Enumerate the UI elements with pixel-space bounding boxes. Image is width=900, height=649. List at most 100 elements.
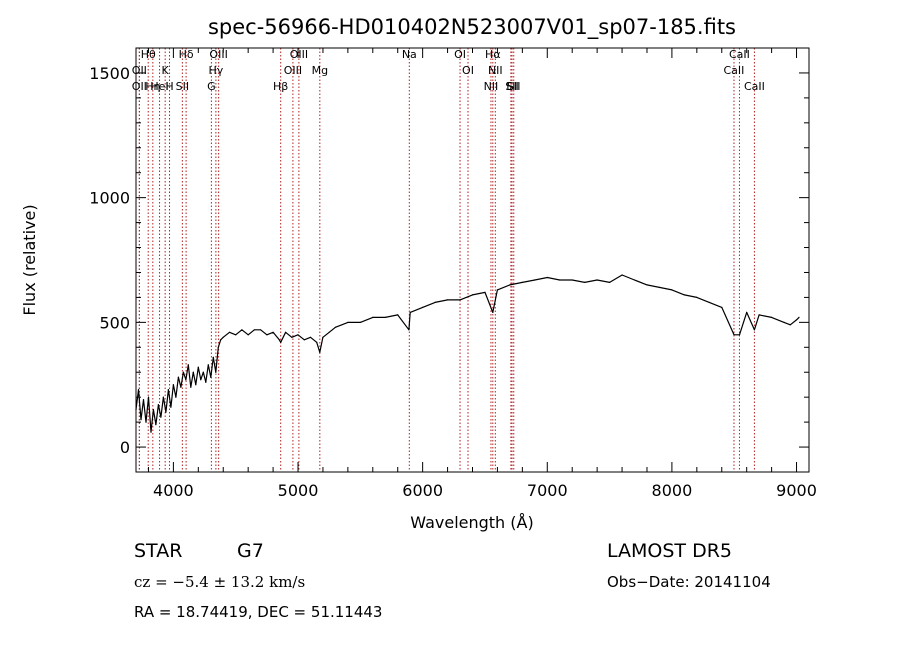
data-point-43 <box>272 331 274 333</box>
data-point-59 <box>384 316 386 318</box>
line-marker-labels: HθOIIHηOIIKHeIHHδSIIOIIIHγGOIIIOIIIHβMgN… <box>132 48 765 93</box>
marker-label-15: Mg <box>312 64 328 77</box>
data-point-18 <box>180 386 182 388</box>
data-point-41 <box>260 329 262 331</box>
marker-label-9: OIII <box>209 48 227 61</box>
data-point-10 <box>160 416 162 418</box>
data-point-93 <box>758 314 760 316</box>
data-point-9 <box>157 404 159 406</box>
data-point-12 <box>165 411 167 413</box>
coordinates: RA = 18.74419, DEC = 51.11443 <box>134 603 383 621</box>
data-point-40 <box>253 329 255 331</box>
marker-label-4: K <box>162 64 170 77</box>
marker-label-19: Hα <box>485 48 501 61</box>
marker-label-0: Hθ <box>141 48 156 61</box>
marker-label-23: Li <box>506 80 515 93</box>
marker-label-2: Hη <box>145 80 160 93</box>
axis-ticks <box>136 47 809 473</box>
data-point-76 <box>571 279 573 281</box>
data-point-53 <box>322 336 324 338</box>
data-point-52 <box>319 351 321 353</box>
data-point-73 <box>534 279 536 281</box>
data-point-90 <box>738 334 741 336</box>
y-tick-label-0: 0 <box>120 438 130 457</box>
data-point-7 <box>152 409 154 411</box>
data-point-63 <box>422 306 424 308</box>
data-point-47 <box>291 336 293 338</box>
marker-label-10: Hγ <box>208 64 223 77</box>
marker-label-12: OIII <box>290 48 308 61</box>
data-point-15 <box>172 384 174 386</box>
data-point-32 <box>215 371 217 373</box>
data-point-22 <box>190 386 192 388</box>
marker-label-13: OIII <box>284 64 302 77</box>
data-point-5 <box>147 396 150 398</box>
data-point-3 <box>142 399 145 401</box>
data-point-21 <box>187 364 189 366</box>
object-class: STAR <box>134 540 183 562</box>
data-point-94 <box>771 316 773 318</box>
data-point-98 <box>798 316 800 318</box>
line-markers <box>138 48 755 472</box>
x-tick-label-5: 9000 <box>776 481 817 500</box>
y-tick-label-2: 1000 <box>89 189 130 208</box>
data-point-56 <box>347 321 349 323</box>
x-axis-label: Wavelength (Å) <box>410 513 533 532</box>
data-point-1 <box>137 389 140 391</box>
data-point-17 <box>177 376 179 378</box>
data-point-49 <box>303 339 305 341</box>
data-point-92 <box>753 329 756 331</box>
data-point-65 <box>447 299 449 301</box>
data-point-20 <box>185 379 187 381</box>
redshift-cz: cz = −5.4 ± 13.2 km/s <box>134 573 306 591</box>
data-point-34 <box>220 339 222 341</box>
data-point-38 <box>241 329 243 331</box>
data-point-61 <box>408 329 410 331</box>
tick-labels: 4000 5000 6000 7000 8000 9000 0 500 1000 1500 <box>89 64 817 500</box>
data-point-2 <box>140 419 142 421</box>
data-point-86 <box>696 296 698 298</box>
y-axis-label: Flux (relative) <box>20 204 39 315</box>
data-point-31 <box>212 356 214 358</box>
data-point-27 <box>202 371 204 373</box>
x-tick-label-0: 4000 <box>153 481 194 500</box>
data-point-54 <box>328 331 330 333</box>
chart-title: spec-56966-HD010402N523007V01_sp07-185.f… <box>208 15 736 40</box>
data-point-72 <box>521 281 524 283</box>
marker-label-26: CaII <box>724 64 745 77</box>
data-point-4 <box>145 421 147 423</box>
data-point-70 <box>496 289 498 291</box>
data-point-89 <box>733 334 735 336</box>
x-tick-label-4: 8000 <box>652 481 693 500</box>
data-point-83 <box>658 286 661 288</box>
data-point-82 <box>646 284 648 286</box>
survey-name: LAMOST DR5 <box>607 540 732 562</box>
data-point-97 <box>795 319 798 321</box>
data-point-42 <box>266 334 268 336</box>
data-point-16 <box>175 396 177 398</box>
marker-label-8: SII <box>176 80 189 93</box>
marker-label-16: Na <box>402 48 417 61</box>
data-point-64 <box>434 301 436 303</box>
marker-label-24: SII <box>507 80 520 93</box>
data-point-67 <box>471 294 474 296</box>
data-point-24 <box>195 384 197 386</box>
data-point-13 <box>167 389 169 391</box>
data-point-96 <box>789 324 791 326</box>
data-point-25 <box>197 366 199 368</box>
data-point-80 <box>621 274 623 276</box>
data-point-79 <box>609 281 611 283</box>
data-point-78 <box>596 279 598 281</box>
data-point-35 <box>222 336 224 338</box>
data-point-74 <box>546 276 548 279</box>
x-tick-label-3: 7000 <box>527 481 568 500</box>
marker-label-1: OII <box>132 64 147 77</box>
data-point-77 <box>584 281 586 283</box>
data-point-14 <box>170 406 172 408</box>
series-line-0 <box>135 274 800 433</box>
data-point-51 <box>316 341 318 343</box>
data-point-68 <box>484 291 486 293</box>
data-point-95 <box>783 321 785 323</box>
data-point-44 <box>278 339 280 341</box>
